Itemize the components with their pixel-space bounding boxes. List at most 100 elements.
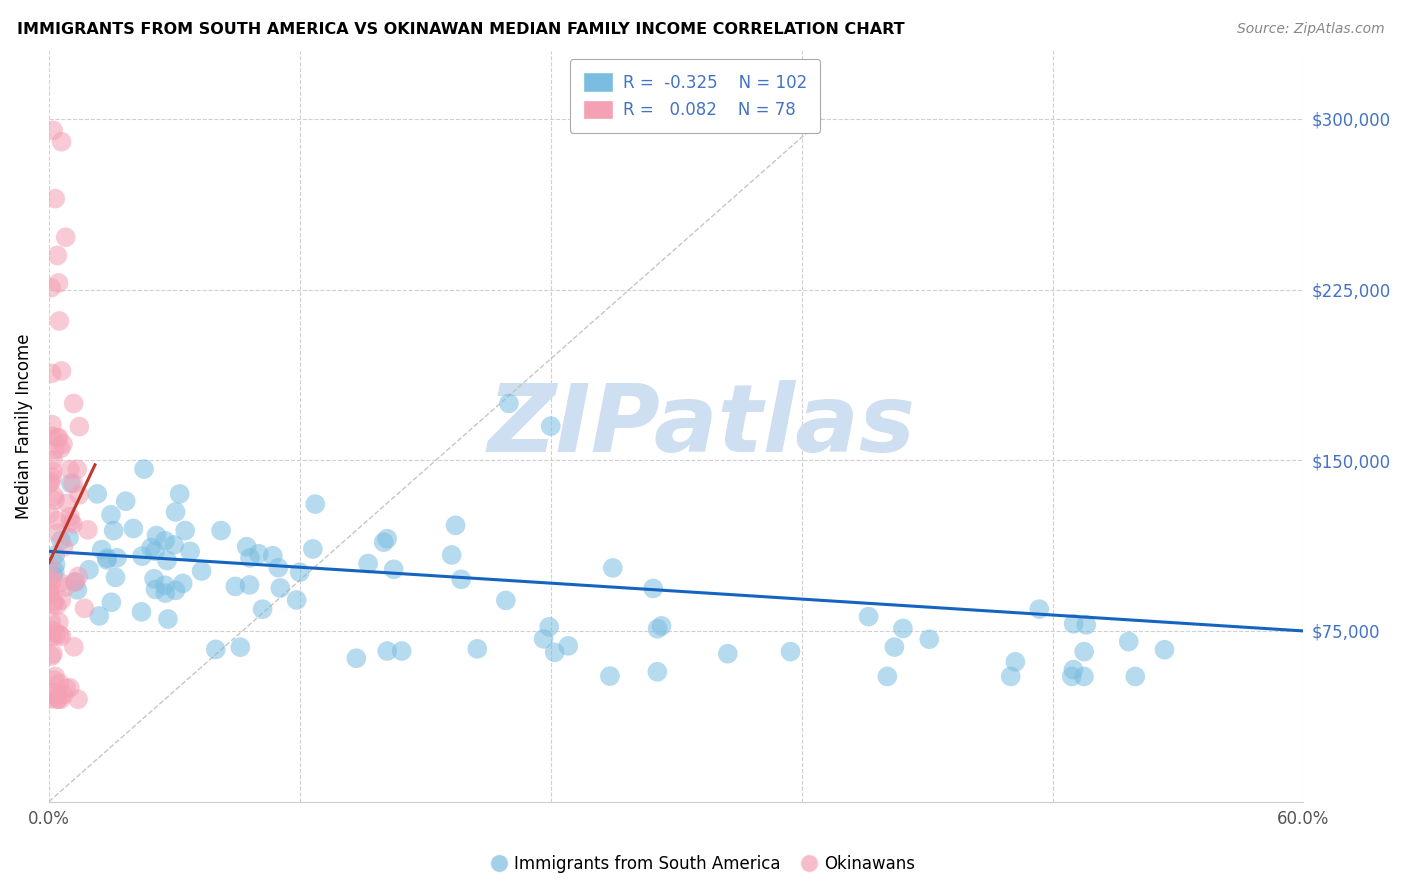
- Point: [131, 605, 153, 619]
- Point: [51, 364, 73, 378]
- Point: [38, 476, 60, 491]
- Point: [52, 688, 75, 702]
- Point: [883, 640, 905, 654]
- Point: [224, 579, 246, 593]
- Point: [66, 582, 89, 597]
- Point: [38, 558, 60, 573]
- Point: [1118, 634, 1140, 648]
- Point: [44, 493, 66, 508]
- Point: [1123, 669, 1146, 683]
- Point: [59, 476, 82, 491]
- Point: [38, 587, 60, 601]
- Point: [41, 470, 63, 484]
- Point: [45, 626, 67, 640]
- Text: IMMIGRANTS FROM SOUTH AMERICA VS OKINAWAN MEDIAN FAMILY INCOME CORRELATION CHART: IMMIGRANTS FROM SOUTH AMERICA VS OKINAWA…: [17, 22, 904, 37]
- Point: [382, 562, 405, 576]
- Point: [45, 558, 67, 572]
- Point: [1153, 642, 1175, 657]
- Point: [1060, 669, 1083, 683]
- Point: [41, 417, 63, 432]
- Point: [1004, 655, 1026, 669]
- Point: [391, 644, 413, 658]
- Point: [122, 521, 145, 535]
- Point: [62, 517, 84, 532]
- Point: [145, 582, 167, 597]
- Point: [247, 547, 270, 561]
- Point: [132, 462, 155, 476]
- Point: [41, 623, 63, 637]
- Point: [647, 622, 669, 636]
- Point: [375, 532, 398, 546]
- Point: [53, 580, 76, 594]
- Point: [73, 601, 96, 615]
- Point: [373, 535, 395, 549]
- Point: [39, 475, 62, 489]
- Point: [103, 524, 125, 538]
- Point: [918, 632, 941, 647]
- Point: [444, 518, 467, 533]
- Point: [59, 515, 82, 529]
- Point: [46, 248, 69, 262]
- Point: [42, 123, 65, 137]
- Point: [190, 564, 212, 578]
- Point: [498, 396, 520, 410]
- Point: [41, 576, 63, 591]
- Point: [465, 641, 488, 656]
- Point: [169, 487, 191, 501]
- Point: [44, 489, 66, 503]
- Point: [42, 568, 65, 582]
- Point: [67, 419, 90, 434]
- Point: [77, 563, 100, 577]
- Point: [891, 622, 914, 636]
- Point: [41, 464, 63, 478]
- Point: [651, 619, 673, 633]
- Point: [145, 528, 167, 542]
- Point: [1063, 616, 1085, 631]
- Point: [229, 640, 252, 655]
- Point: [38, 507, 60, 521]
- Point: [450, 572, 472, 586]
- Point: [440, 548, 463, 562]
- Point: [540, 419, 562, 434]
- Point: [96, 551, 118, 566]
- Point: [538, 620, 561, 634]
- Point: [44, 564, 66, 578]
- Point: [49, 533, 72, 548]
- Point: [139, 541, 162, 555]
- Point: [174, 524, 197, 538]
- Point: [269, 581, 291, 595]
- Point: [114, 494, 136, 508]
- Point: [105, 550, 128, 565]
- Point: [63, 574, 86, 589]
- Point: [55, 230, 77, 244]
- Point: [42, 453, 65, 467]
- Point: [42, 647, 65, 661]
- Point: [104, 570, 127, 584]
- Point: [59, 509, 82, 524]
- Point: [304, 497, 326, 511]
- Point: [1000, 669, 1022, 683]
- Point: [49, 575, 72, 590]
- Point: [48, 431, 70, 445]
- Point: [67, 488, 90, 502]
- Point: [779, 644, 801, 658]
- Point: [76, 523, 98, 537]
- Point: [62, 396, 84, 410]
- Point: [557, 639, 579, 653]
- Point: [375, 644, 398, 658]
- Point: [262, 549, 284, 563]
- Point: [51, 593, 73, 607]
- Point: [48, 676, 70, 690]
- Text: Source: ZipAtlas.com: Source: ZipAtlas.com: [1237, 22, 1385, 37]
- Point: [51, 135, 73, 149]
- Point: [1073, 669, 1095, 683]
- Point: [59, 462, 82, 476]
- Point: [153, 533, 176, 548]
- Point: [544, 645, 567, 659]
- Point: [44, 548, 66, 562]
- Point: [48, 276, 70, 290]
- Point: [67, 692, 90, 706]
- Point: [302, 541, 325, 556]
- Point: [100, 508, 122, 522]
- Point: [46, 525, 69, 540]
